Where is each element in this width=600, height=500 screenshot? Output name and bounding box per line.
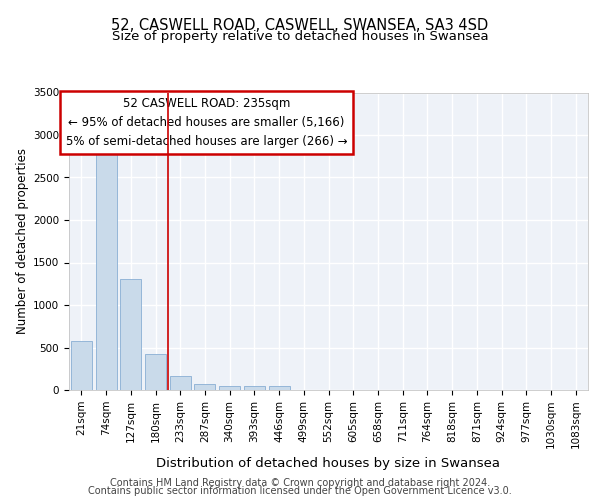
Text: 52 CASWELL ROAD: 235sqm
← 95% of detached houses are smaller (5,166)
5% of semi-: 52 CASWELL ROAD: 235sqm ← 95% of detache… — [66, 97, 347, 148]
Bar — [244, 386, 265, 390]
Bar — [194, 384, 215, 390]
Text: 52, CASWELL ROAD, CASWELL, SWANSEA, SA3 4SD: 52, CASWELL ROAD, CASWELL, SWANSEA, SA3 … — [112, 18, 488, 32]
Bar — [71, 341, 92, 390]
Bar — [145, 354, 166, 390]
Y-axis label: Number of detached properties: Number of detached properties — [16, 148, 29, 334]
Bar — [120, 278, 141, 390]
Text: Contains public sector information licensed under the Open Government Licence v3: Contains public sector information licen… — [88, 486, 512, 496]
Bar — [170, 376, 191, 390]
X-axis label: Distribution of detached houses by size in Swansea: Distribution of detached houses by size … — [157, 456, 500, 469]
Text: Contains HM Land Registry data © Crown copyright and database right 2024.: Contains HM Land Registry data © Crown c… — [110, 478, 490, 488]
Bar — [269, 386, 290, 390]
Bar — [219, 386, 240, 390]
Text: Size of property relative to detached houses in Swansea: Size of property relative to detached ho… — [112, 30, 488, 43]
Bar — [95, 144, 116, 390]
